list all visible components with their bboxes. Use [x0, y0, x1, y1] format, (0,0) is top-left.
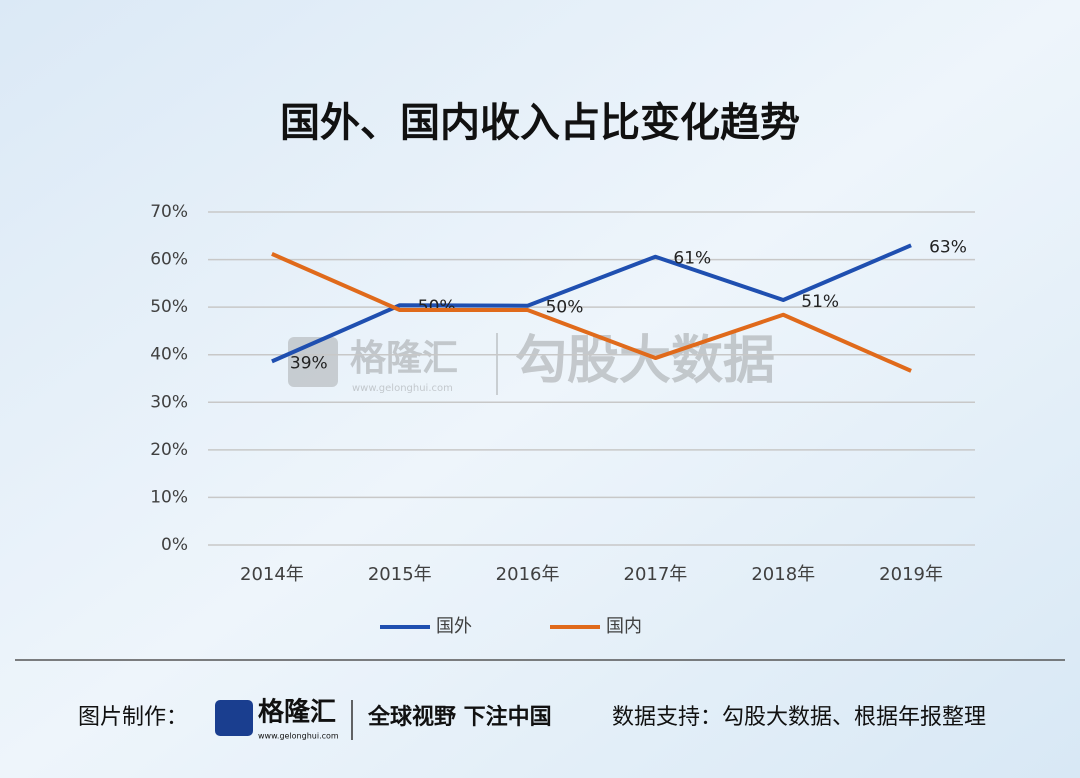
y-tick-label: 50%: [150, 297, 188, 317]
x-tick-label: 2019年: [879, 564, 943, 585]
data-label: 39%: [290, 353, 328, 373]
y-tick-label: 20%: [150, 440, 188, 460]
legend-label: 国内: [606, 616, 642, 637]
y-tick-label: 10%: [150, 487, 188, 507]
data-label: 50%: [418, 297, 456, 317]
legend-label: 国外: [436, 616, 472, 637]
footer-source: 数据支持：勾股大数据、根据年报整理: [612, 705, 986, 730]
x-tick-label: 2018年: [751, 564, 815, 585]
data-label: 63%: [929, 237, 967, 257]
y-tick-label: 40%: [150, 345, 188, 365]
footer-slogan: 全球视野 下注中国: [367, 704, 552, 730]
y-tick-label: 70%: [150, 202, 188, 222]
data-label: 50%: [546, 298, 584, 318]
y-tick-label: 30%: [150, 392, 188, 412]
footer-url: www.gelonghui.com: [258, 732, 339, 741]
watermark-logo: 格隆汇: [350, 338, 458, 379]
watermark-partner: 勾股大数据: [515, 331, 775, 391]
data-label: 51%: [801, 292, 839, 312]
watermark: 格隆汇 www.gelonghui.com 勾股大数据: [288, 331, 775, 395]
chart-title: 国外、国内收入占比变化趋势: [280, 100, 800, 146]
y-tick-label: 60%: [150, 250, 188, 270]
footer-logo: 格隆汇: [258, 697, 336, 728]
x-tick-label: 2015年: [368, 564, 432, 585]
series-line: [271, 243, 912, 364]
x-tick-label: 2016年: [496, 564, 560, 585]
y-tick-label: 0%: [161, 535, 188, 555]
footer-logo-icon: [215, 700, 253, 736]
footer-made-by: 图片制作：: [78, 705, 188, 730]
series-line: [271, 252, 912, 373]
x-tick-label: 2014年: [240, 564, 304, 585]
data-label: 61%: [673, 249, 711, 269]
watermark-url: www.gelonghui.com: [352, 383, 453, 394]
x-tick-label: 2017年: [624, 564, 688, 585]
